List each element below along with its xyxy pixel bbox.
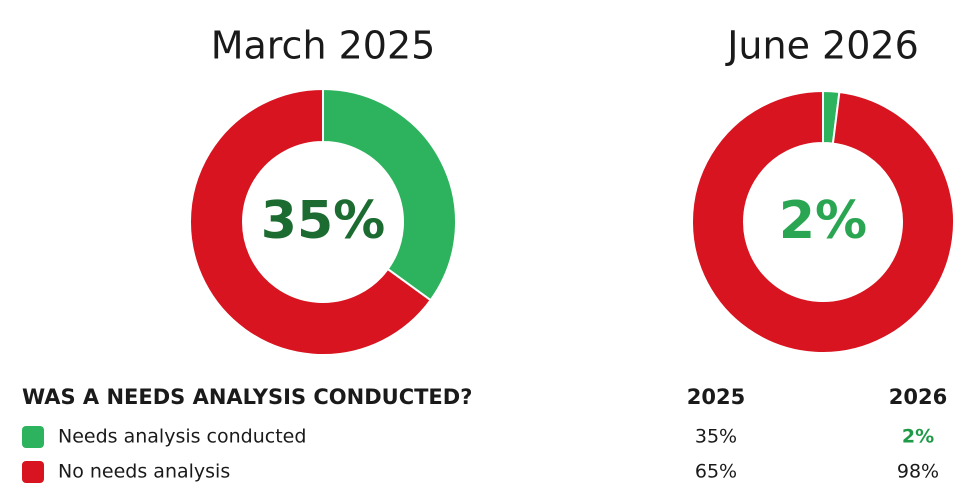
table-value: 65%: [695, 461, 737, 483]
table-value: 98%: [897, 461, 939, 483]
column-header: 2026: [889, 385, 947, 409]
table-value: 35%: [695, 426, 737, 448]
center-label: 2%: [779, 191, 867, 251]
legend-label: Needs analysis conducted: [58, 426, 306, 448]
table-title: WAS A NEEDS ANALYSIS CONDUCTED?: [22, 385, 472, 409]
chart-title: June 2026: [725, 24, 919, 68]
center-label: 35%: [261, 191, 385, 251]
donut-segment: [189, 87, 432, 356]
chart-title: March 2025: [211, 24, 436, 68]
table-value: 2%: [902, 426, 934, 448]
column-header: 2025: [687, 385, 745, 409]
legend-label: No needs analysis: [58, 461, 230, 483]
donut-segment: [322, 87, 457, 302]
legend-swatch: [22, 461, 44, 483]
donut-segment: [691, 89, 955, 354]
legend-swatch: [22, 426, 44, 448]
